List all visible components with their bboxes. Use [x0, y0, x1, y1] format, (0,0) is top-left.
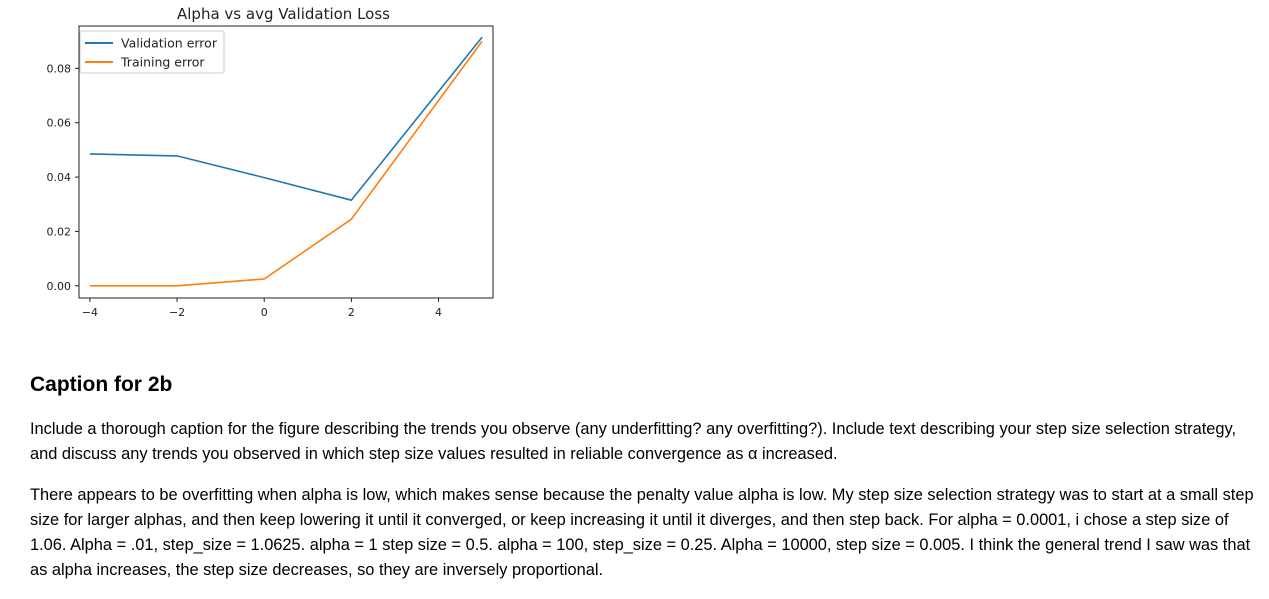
legend-label-training: Training error [120, 55, 205, 70]
caption-heading: Caption for 2b [30, 373, 173, 396]
legend: Validation error Training error [79, 30, 225, 74]
legend-label-validation: Validation error [121, 36, 218, 51]
y-tick-label: 0.04 [47, 171, 72, 184]
y-tick-label: 0.08 [47, 62, 72, 75]
chart: Alpha vs avg Validation Loss −4 −2 0 2 4 0.00… [0, 0, 520, 330]
series-line-training-error [89, 40, 483, 287]
plot-frame [78, 25, 494, 299]
y-tick-label: 0.02 [47, 225, 72, 238]
legend-box [79, 30, 225, 74]
caption-instructions: Include a thorough caption for the figur… [30, 420, 1237, 463]
y-tick-label: 0.06 [47, 117, 72, 130]
x-tick-label: 0 [261, 306, 268, 319]
caption-section: Caption for 2b Include a thorough captio… [30, 370, 1258, 599]
x-tick-label: 4 [435, 306, 442, 319]
caption-answer: There appears to be overfitting when alp… [30, 486, 1254, 579]
y-tick-label: 0.00 [47, 280, 72, 293]
x-tick-label: 2 [348, 306, 355, 319]
x-tick-label: −2 [169, 306, 185, 319]
x-tick-label: −4 [82, 306, 98, 319]
chart-svg: Alpha vs avg Validation Loss −4 −2 0 2 4 0.00… [47, 5, 494, 319]
chart-title: Alpha vs avg Validation Loss [177, 5, 390, 23]
series-line-validation-error [89, 36, 483, 201]
